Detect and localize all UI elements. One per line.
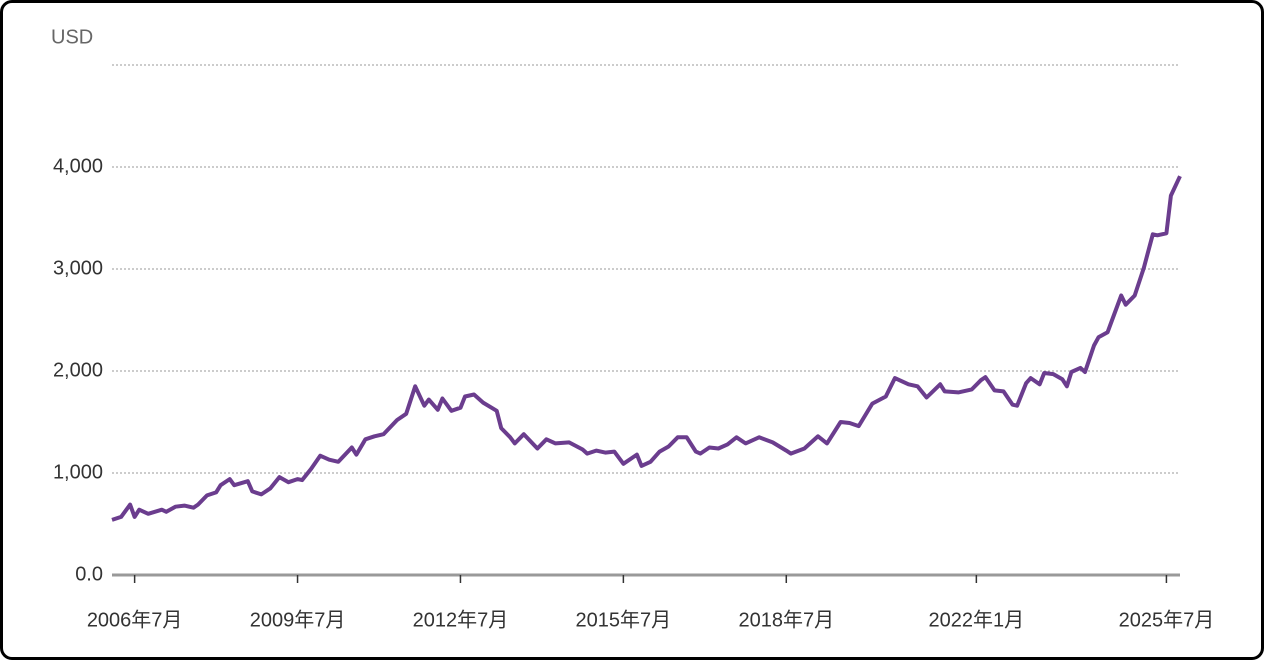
x-tick-label: 2018年7月 — [738, 608, 834, 631]
x-tick-label: 2015年7月 — [576, 608, 672, 631]
x-tick-label: 2025年7月 — [1119, 608, 1215, 631]
x-tick-label: 2012年7月 — [413, 608, 509, 631]
y-tick-label: 3,000 — [53, 257, 103, 279]
y-tick-label: 4,000 — [53, 155, 103, 177]
y-tick-label: 0.0 — [75, 563, 103, 585]
x-tick-label: 2022年1月 — [929, 608, 1025, 631]
price-line — [111, 175, 1182, 522]
y-tick-label: 2,000 — [53, 359, 103, 381]
x-tick-label: 2006年7月 — [87, 608, 183, 631]
y-tick-label: 1,000 — [53, 461, 103, 483]
x-tick-label: 2009年7月 — [250, 608, 346, 631]
y-axis-label: USD — [51, 26, 93, 48]
